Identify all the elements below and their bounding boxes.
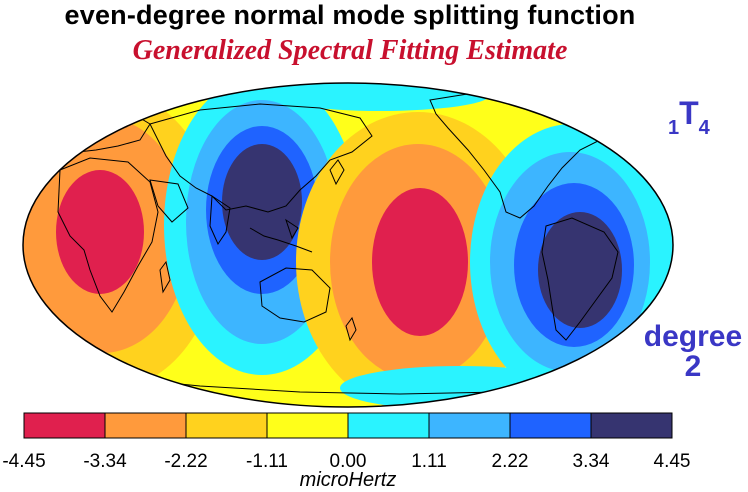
page-title: even-degree normal mode splitting functi… xyxy=(64,0,636,30)
degree-word: degree xyxy=(643,320,743,353)
coastline-greenland xyxy=(587,91,621,117)
coastline-asia xyxy=(149,103,373,213)
mode-overtone-index: 1 xyxy=(668,117,680,139)
colorbar-swatch xyxy=(347,412,430,439)
colorbar-tick-label: -4.45 xyxy=(2,451,46,472)
colorbar-tick-label: -3.34 xyxy=(83,451,127,472)
colorbar xyxy=(23,412,673,439)
negative-lobe-pacific xyxy=(296,112,540,407)
colorbar-tick-label: 4.45 xyxy=(653,451,691,472)
coastline-india xyxy=(209,195,231,246)
mode-angular-order: 4 xyxy=(698,117,710,139)
lobe-americas-level-4 xyxy=(538,212,622,328)
colorbar-tick-label: 2.22 xyxy=(491,451,529,472)
page-subtitle: Generalized Spectral Fitting Estimate xyxy=(132,35,568,66)
colorbar-swatch xyxy=(23,412,106,439)
colorbar-swatch xyxy=(104,412,187,439)
lobe-pacific-level-3 xyxy=(372,188,468,336)
coastline-madagascar xyxy=(159,260,171,294)
coastline-arabia xyxy=(149,179,189,223)
colorbar-swatch xyxy=(590,412,673,439)
splitting-field xyxy=(23,83,673,407)
coastline-new-zealand xyxy=(345,316,357,342)
degree-value: 2 xyxy=(684,350,702,383)
colorbar-tick-label: 0.00 xyxy=(329,451,367,472)
colorbar-swatch xyxy=(428,412,511,439)
coastline-africa xyxy=(57,157,159,313)
positive-lobe-americas xyxy=(470,124,673,400)
lobe-asia-level-4 xyxy=(222,144,302,260)
colorbar-swatch xyxy=(509,412,592,439)
degree-label: degree 2 xyxy=(638,322,748,382)
colorbar-swatch xyxy=(185,412,268,439)
coastline-borneo xyxy=(285,218,299,240)
mode-label: 1T4 xyxy=(668,95,710,139)
map-frame xyxy=(22,82,674,408)
mode-type-letter: T xyxy=(679,95,699,131)
colorbar-tick-label: -2.22 xyxy=(164,451,208,472)
southern-fringe-band xyxy=(340,366,580,407)
colorbar-unit-label: microHertz xyxy=(299,469,397,491)
coastline-south-america xyxy=(541,217,619,341)
coastline-indonesia xyxy=(249,227,313,253)
coastline-japan xyxy=(329,159,345,186)
colorbar-tick-label: 1.11 xyxy=(411,451,447,472)
colorbar-tick-label: -1.11 xyxy=(246,451,288,472)
lobe-africa-level-3 xyxy=(56,170,144,294)
colorbar-tick-label: 3.34 xyxy=(572,451,610,472)
colorbar-swatch xyxy=(266,412,349,439)
coastline-australia xyxy=(259,267,331,323)
